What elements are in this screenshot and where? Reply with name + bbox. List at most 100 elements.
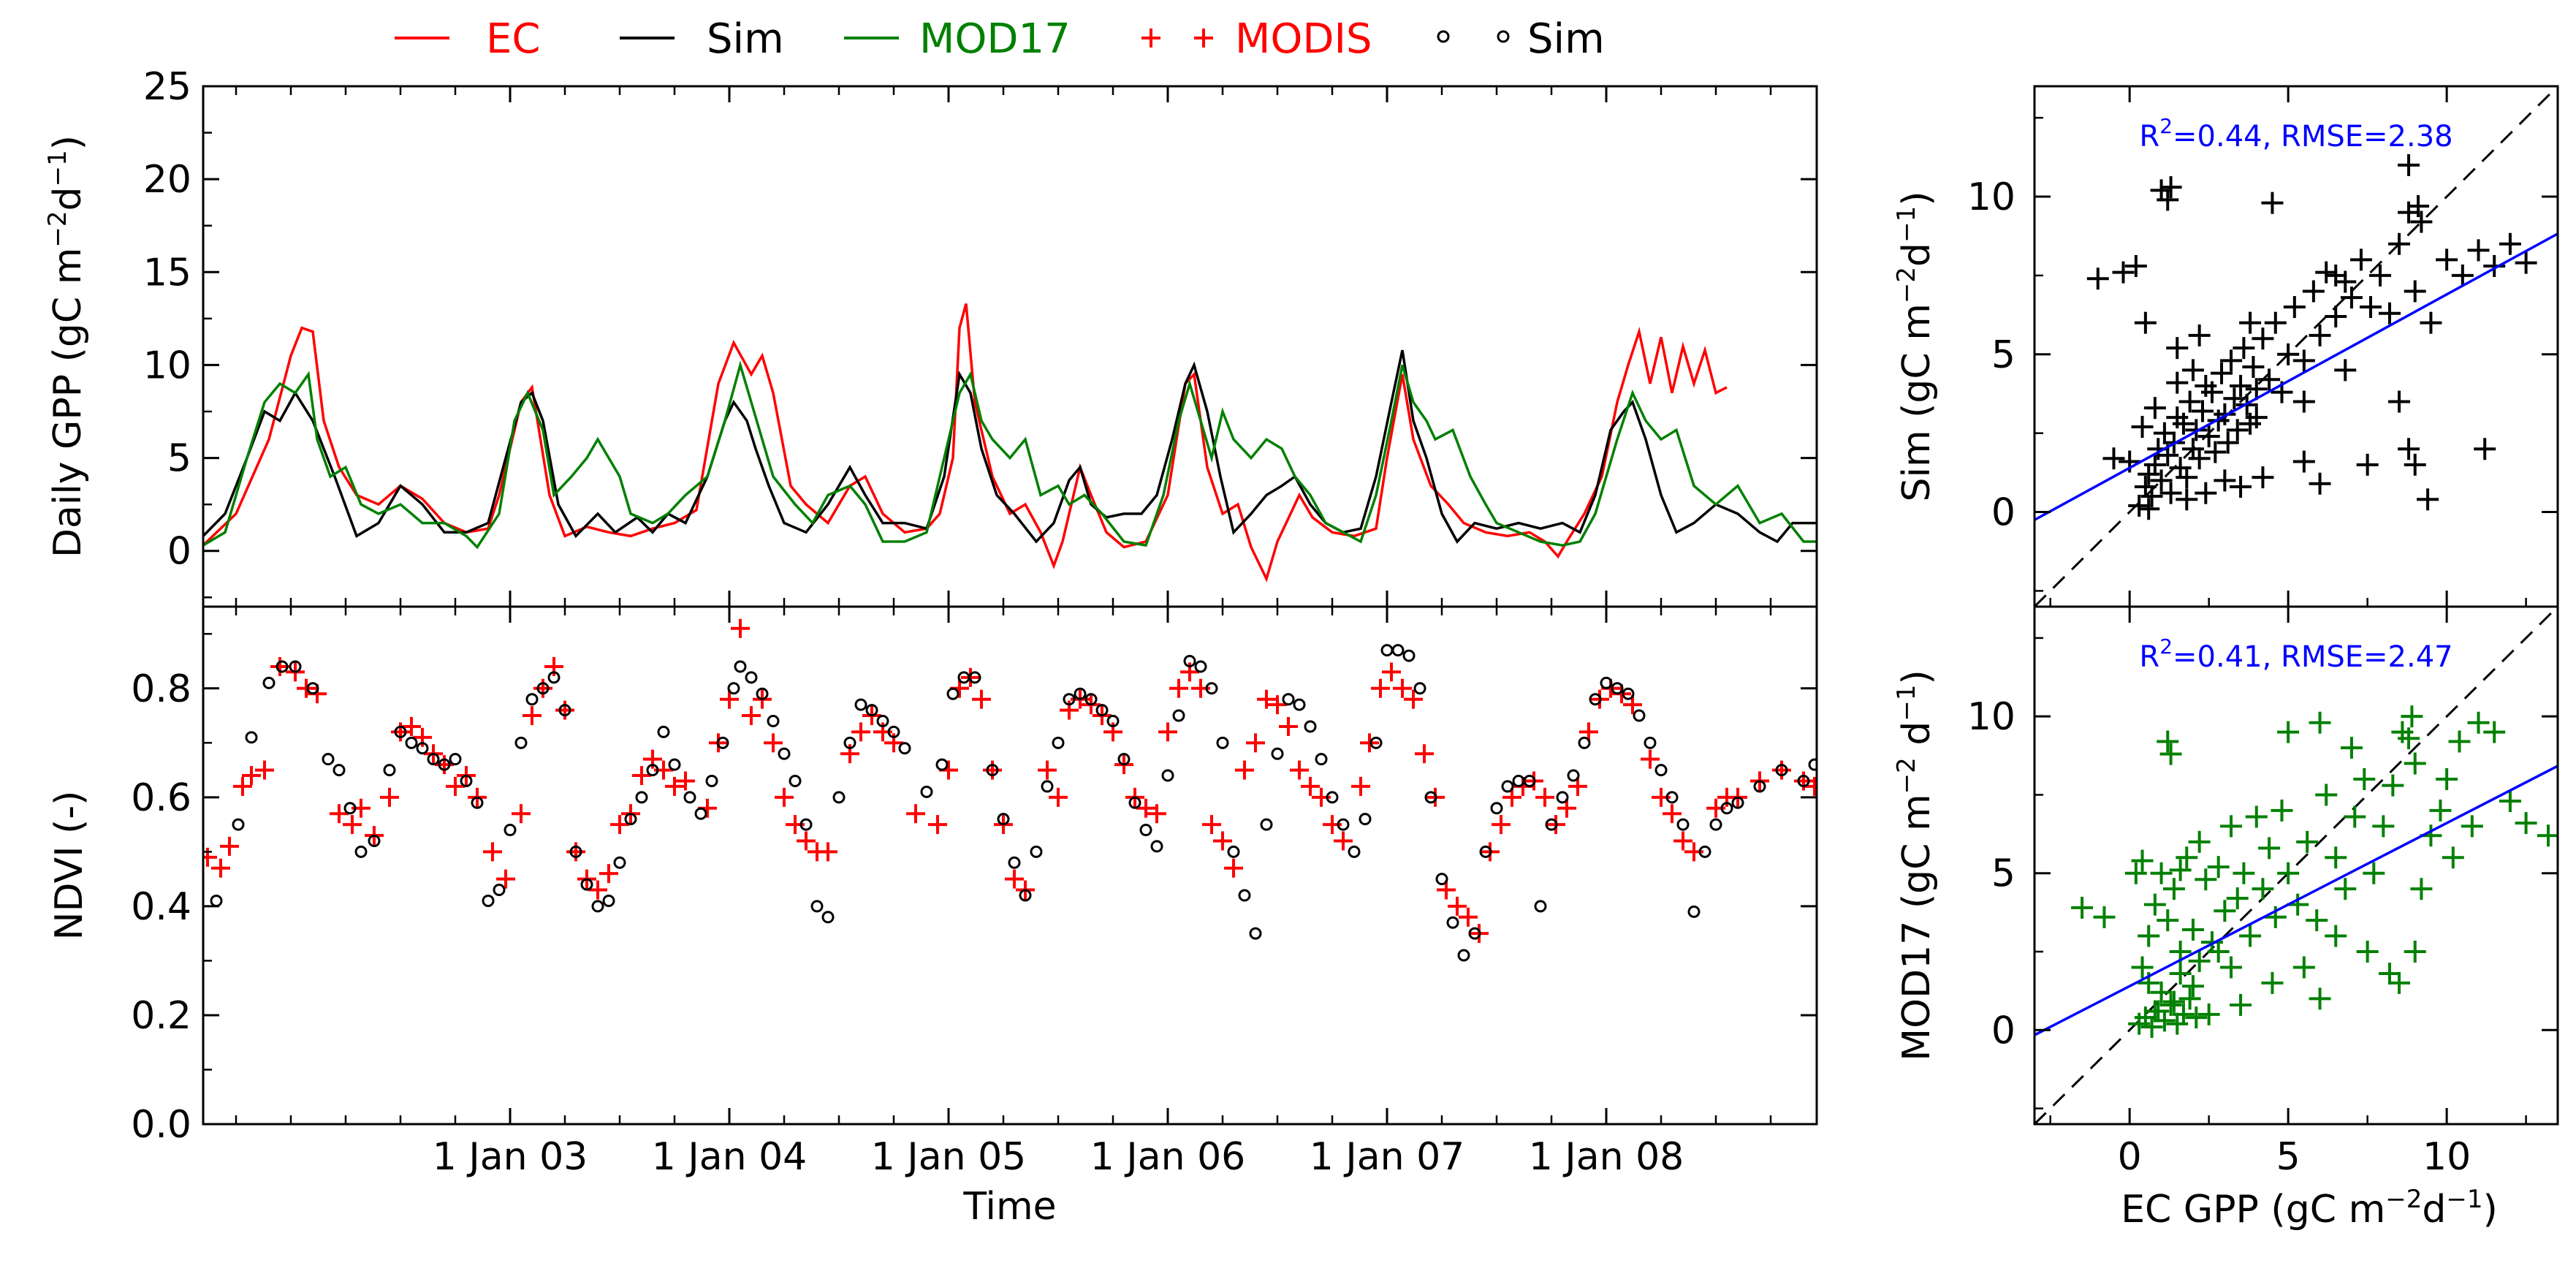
scatter-sim-point — [2242, 356, 2265, 379]
scatter-mod17-ytick-label: 5 — [1991, 852, 2015, 896]
ndvi-sim-marker — [504, 824, 517, 837]
ndvi-sim-marker — [1644, 736, 1657, 749]
ndvi-modis-marker — [1535, 787, 1554, 807]
ndvi-sim-marker — [635, 791, 648, 804]
ndvi-sim-marker — [1282, 693, 1295, 706]
ndvi-ytick-label: 0.0 — [131, 1103, 191, 1147]
ndvi-sim-marker — [525, 693, 539, 706]
scatter-mod17-point — [2131, 956, 2154, 979]
ndvi-sim-marker — [997, 813, 1010, 826]
ndvi-sim-marker — [1304, 720, 1317, 733]
scatter-mod17-one-to-one-line — [2034, 607, 2558, 1124]
ndvi-sim-marker — [306, 682, 319, 695]
ndvi-sim-marker — [1545, 818, 1558, 831]
ndvi-sim-marker — [946, 687, 960, 700]
ndvi-sim-marker — [1008, 856, 1021, 869]
scatter-mod17-point — [2442, 846, 2464, 869]
scatter-mod17-annotation: R2=0.41, RMSE=2.47 — [2139, 634, 2452, 674]
scatter-mod17-point — [2157, 730, 2179, 753]
scatter-mod17-point — [2436, 768, 2458, 790]
ndvi-modis-marker — [588, 880, 607, 900]
ndvi-modis-marker — [1673, 831, 1692, 851]
ndvi-sim-marker — [1052, 736, 1065, 749]
scatter-sim-point — [2166, 337, 2189, 360]
ndvi-modis-marker — [1038, 760, 1057, 780]
scatter-mod17-point — [2382, 774, 2404, 797]
ndvi-modis-marker — [435, 755, 454, 775]
ndvi-sim-marker — [438, 758, 451, 771]
ndvi-modis-marker — [1235, 760, 1254, 780]
ndvi-sim-marker — [613, 856, 626, 869]
scatter-sim-point — [2143, 453, 2166, 476]
ndvi-modis-marker — [1147, 804, 1166, 824]
scatter-sim-point — [2325, 306, 2347, 328]
ndvi-modis-marker — [720, 689, 739, 709]
ndvi-modis-marker — [1382, 662, 1401, 682]
ndvi-sim-marker — [789, 774, 802, 787]
scatter-sim-point — [2398, 438, 2420, 460]
ndvi-panel: 0.0 0.2 0.4 0.6 0.8 1 Jan 03 1 Jan 04 1 Jan 05… — [48, 605, 1818, 1229]
ndvi-modis-marker — [851, 722, 870, 742]
ndvi-sim-marker — [968, 671, 981, 684]
ndvi-modis-marker — [1641, 749, 1660, 769]
scatter-mod17-point — [2181, 975, 2204, 998]
ndvi-sim-marker — [1194, 660, 1207, 673]
ndvi-sim-marker — [1326, 791, 1339, 804]
ndvi-sim-marker — [1161, 769, 1174, 782]
ndvi-modis-marker — [1049, 787, 1068, 807]
ndvi-sim-marker — [1720, 802, 1733, 815]
gpp-ytick-label: 15 — [143, 251, 191, 295]
scatter-sim-point — [2292, 390, 2315, 413]
ndvi-modis-marker — [906, 804, 925, 824]
ndvi-sim-marker — [1041, 780, 1054, 793]
scatter-mod17-point — [2226, 887, 2249, 910]
scatter-sim-ytick-label: 5 — [1991, 333, 2015, 377]
scatter-sim-point — [2195, 482, 2217, 504]
scatter-mod17-point — [2230, 993, 2252, 1016]
ndvi-sim-marker — [705, 774, 718, 787]
scatter-mod17-point — [2233, 862, 2255, 884]
ndvi-sim-marker — [1446, 916, 1459, 929]
scatter-sim-point — [2214, 403, 2236, 425]
scatter-mod17-xtick-label: 5 — [2276, 1135, 2300, 1179]
ndvi-modis-marker — [1772, 760, 1791, 780]
ndvi-sim-marker — [1611, 682, 1624, 695]
ndvi-modis-marker — [1246, 733, 1265, 753]
ndvi-modis-marker — [818, 842, 837, 862]
ndvi-sim-marker — [1391, 644, 1405, 657]
scatter-sim-point — [2356, 453, 2379, 476]
gpp-ytick-label: 20 — [143, 158, 191, 202]
scatter-sim-point — [2150, 469, 2173, 492]
scatter-sim-panel: 0 5 10 R2=0.44, RMSE=2.38 Sim (gC m−2d−1) — [1892, 85, 2559, 608]
ndvi-sim-marker — [343, 802, 357, 815]
ndvi-sim-marker — [1402, 649, 1416, 662]
scatter-sim-point — [2515, 251, 2537, 274]
scatter-sim-point — [2334, 359, 2357, 382]
scatter-mod17-panel: 0 5 10 0 5 10 R2=0.41, RMSE=2.47 MOD17 (gC m−… — [1892, 605, 2559, 1232]
ndvi-sim-marker — [668, 758, 681, 771]
ndvi-sim-marker — [1435, 873, 1448, 886]
ndvi-modis-marker — [676, 771, 695, 791]
scatter-sim-point — [2226, 419, 2249, 441]
scatter-sim-point — [2252, 466, 2274, 489]
gpp-series-mod17-line — [203, 360, 1817, 550]
ndvi-sim-marker — [1074, 687, 1087, 700]
ndvi-modis-marker — [297, 678, 316, 698]
ndvi-modis-marker — [1623, 695, 1642, 715]
ndvi-modis-marker — [1169, 678, 1188, 698]
ndvi-sim-marker — [1019, 889, 1032, 902]
ndvi-sim-marker — [416, 742, 429, 755]
scatter-mod17-point — [2325, 846, 2347, 869]
ndvi-sim-marker — [694, 807, 707, 820]
ndvi-modis-marker — [533, 678, 552, 698]
ndvi-modis-marker — [402, 716, 421, 736]
scatter-sim-point — [2102, 447, 2125, 470]
ndvi-sim-marker — [727, 682, 740, 695]
ndvi-sim-marker — [1030, 845, 1043, 858]
legend-mod17-label: MOD17 — [919, 15, 1071, 63]
ndvi-sim-marker — [624, 813, 637, 826]
scatter-sim-point — [2204, 441, 2227, 463]
scatter-mod17-point — [2188, 949, 2211, 972]
ndvi-sim-marker — [1633, 709, 1646, 722]
scatter-sim-point — [2467, 239, 2490, 262]
